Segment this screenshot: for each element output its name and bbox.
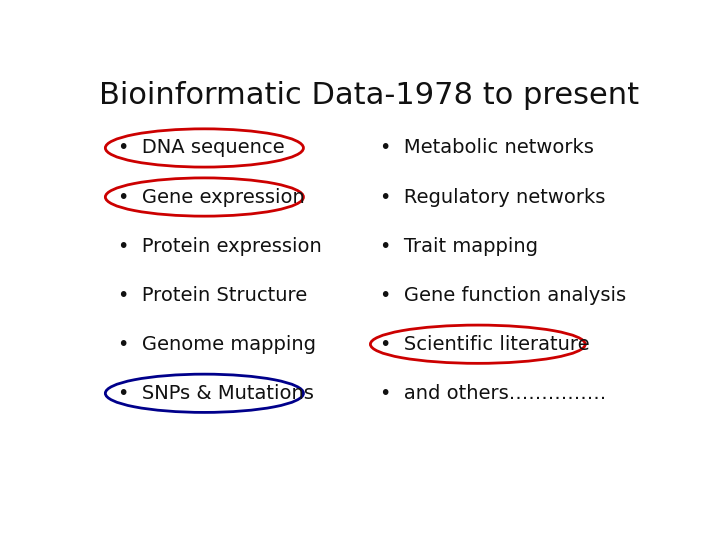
Text: •  Scientific literature: • Scientific literature (380, 335, 590, 354)
Text: •  Regulatory networks: • Regulatory networks (380, 187, 606, 206)
Text: •  Gene function analysis: • Gene function analysis (380, 286, 626, 305)
Text: •  Metabolic networks: • Metabolic networks (380, 138, 594, 158)
Text: •  and others……………: • and others…………… (380, 384, 606, 403)
Text: •  SNPs & Mutations: • SNPs & Mutations (118, 384, 314, 403)
Text: •  Trait mapping: • Trait mapping (380, 237, 538, 255)
Text: •  Gene expression: • Gene expression (118, 187, 305, 206)
Text: •  DNA sequence: • DNA sequence (118, 138, 284, 158)
Text: •  Genome mapping: • Genome mapping (118, 335, 316, 354)
Text: •  Protein expression: • Protein expression (118, 237, 322, 255)
Text: •  Protein Structure: • Protein Structure (118, 286, 307, 305)
Text: Bioinformatic Data-1978 to present: Bioinformatic Data-1978 to present (99, 82, 639, 111)
